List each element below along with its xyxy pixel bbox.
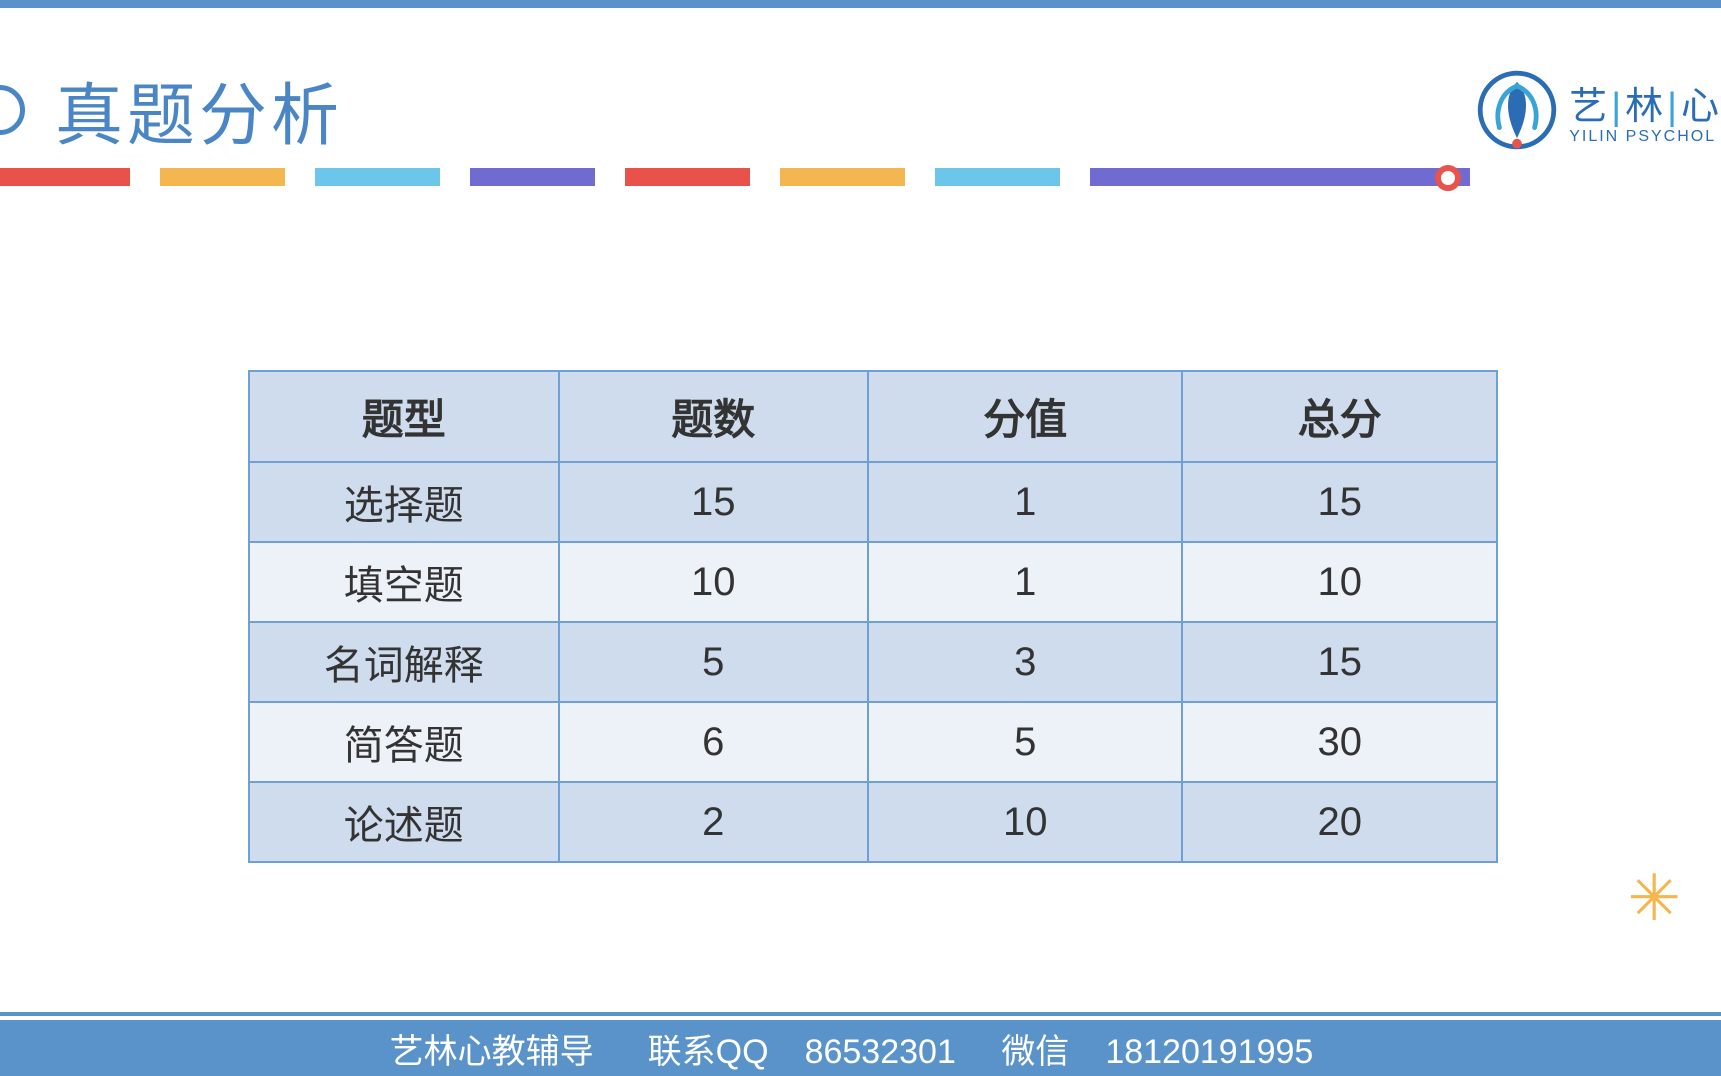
strip-segment [315,168,440,186]
strip-end-circle [1435,165,1461,191]
strip-segment [935,168,1060,186]
logo-en: YILIN PSYCHOL [1569,128,1721,146]
table-cell: 1 [868,462,1182,542]
table-cell: 3 [868,622,1182,702]
strip-segment [780,168,905,186]
table-cell: 10 [868,782,1182,862]
title-row: 真题分析 [0,60,343,159]
table-cell: 1 [868,542,1182,622]
table-cell: 选择题 [249,462,559,542]
table-cell: 名词解释 [249,622,559,702]
table-cell: 30 [1182,702,1497,782]
table-row: 名词解释5315 [249,622,1497,702]
table-cell: 论述题 [249,782,559,862]
brand-logo: 艺|林|心 YILIN PSYCHOL [1477,70,1721,150]
table-cell: 2 [559,782,869,862]
analysis-table: 题型题数分值总分 选择题15115填空题10110名词解释5315简答题6530… [248,370,1498,863]
title-bullet-circle [0,85,25,135]
footer-brand: 艺林心教辅导 [390,1024,594,1073]
table-cell: 15 [1182,622,1497,702]
table-row: 论述题21020 [249,782,1497,862]
footer-contact: 联系QQ86532301 微信18120191995 [630,1024,1332,1073]
logo-cn: 艺|林|心 [1569,75,1721,130]
strip-segment [470,168,595,186]
table-cell: 15 [1182,462,1497,542]
table-cell: 5 [559,622,869,702]
top-border [0,0,1721,8]
spark-icon: ✳ [1627,861,1681,936]
table-cell: 6 [559,702,869,782]
strip-segment [160,168,285,186]
table-header-cell: 分值 [868,371,1182,462]
page-title: 真题分析 [55,60,343,159]
table-header-cell: 题数 [559,371,869,462]
table-cell: 5 [868,702,1182,782]
table-row: 填空题10110 [249,542,1497,622]
footer-bar: 艺林心教辅导 联系QQ86532301 微信18120191995 [0,1016,1721,1076]
logo-icon [1477,70,1557,150]
table-header-cell: 题型 [249,371,559,462]
strip-segment [0,168,130,186]
strip-segment [625,168,750,186]
table-row: 简答题6530 [249,702,1497,782]
table-cell: 10 [1182,542,1497,622]
table-cell: 20 [1182,782,1497,862]
table-cell: 10 [559,542,869,622]
table-header-cell: 总分 [1182,371,1497,462]
table-cell: 15 [559,462,869,542]
table-row: 选择题15115 [249,462,1497,542]
table-header-row: 题型题数分值总分 [249,371,1497,462]
color-strip [0,168,1721,186]
table-cell: 填空题 [249,542,559,622]
strip-segment [1090,168,1470,186]
table-cell: 简答题 [249,702,559,782]
